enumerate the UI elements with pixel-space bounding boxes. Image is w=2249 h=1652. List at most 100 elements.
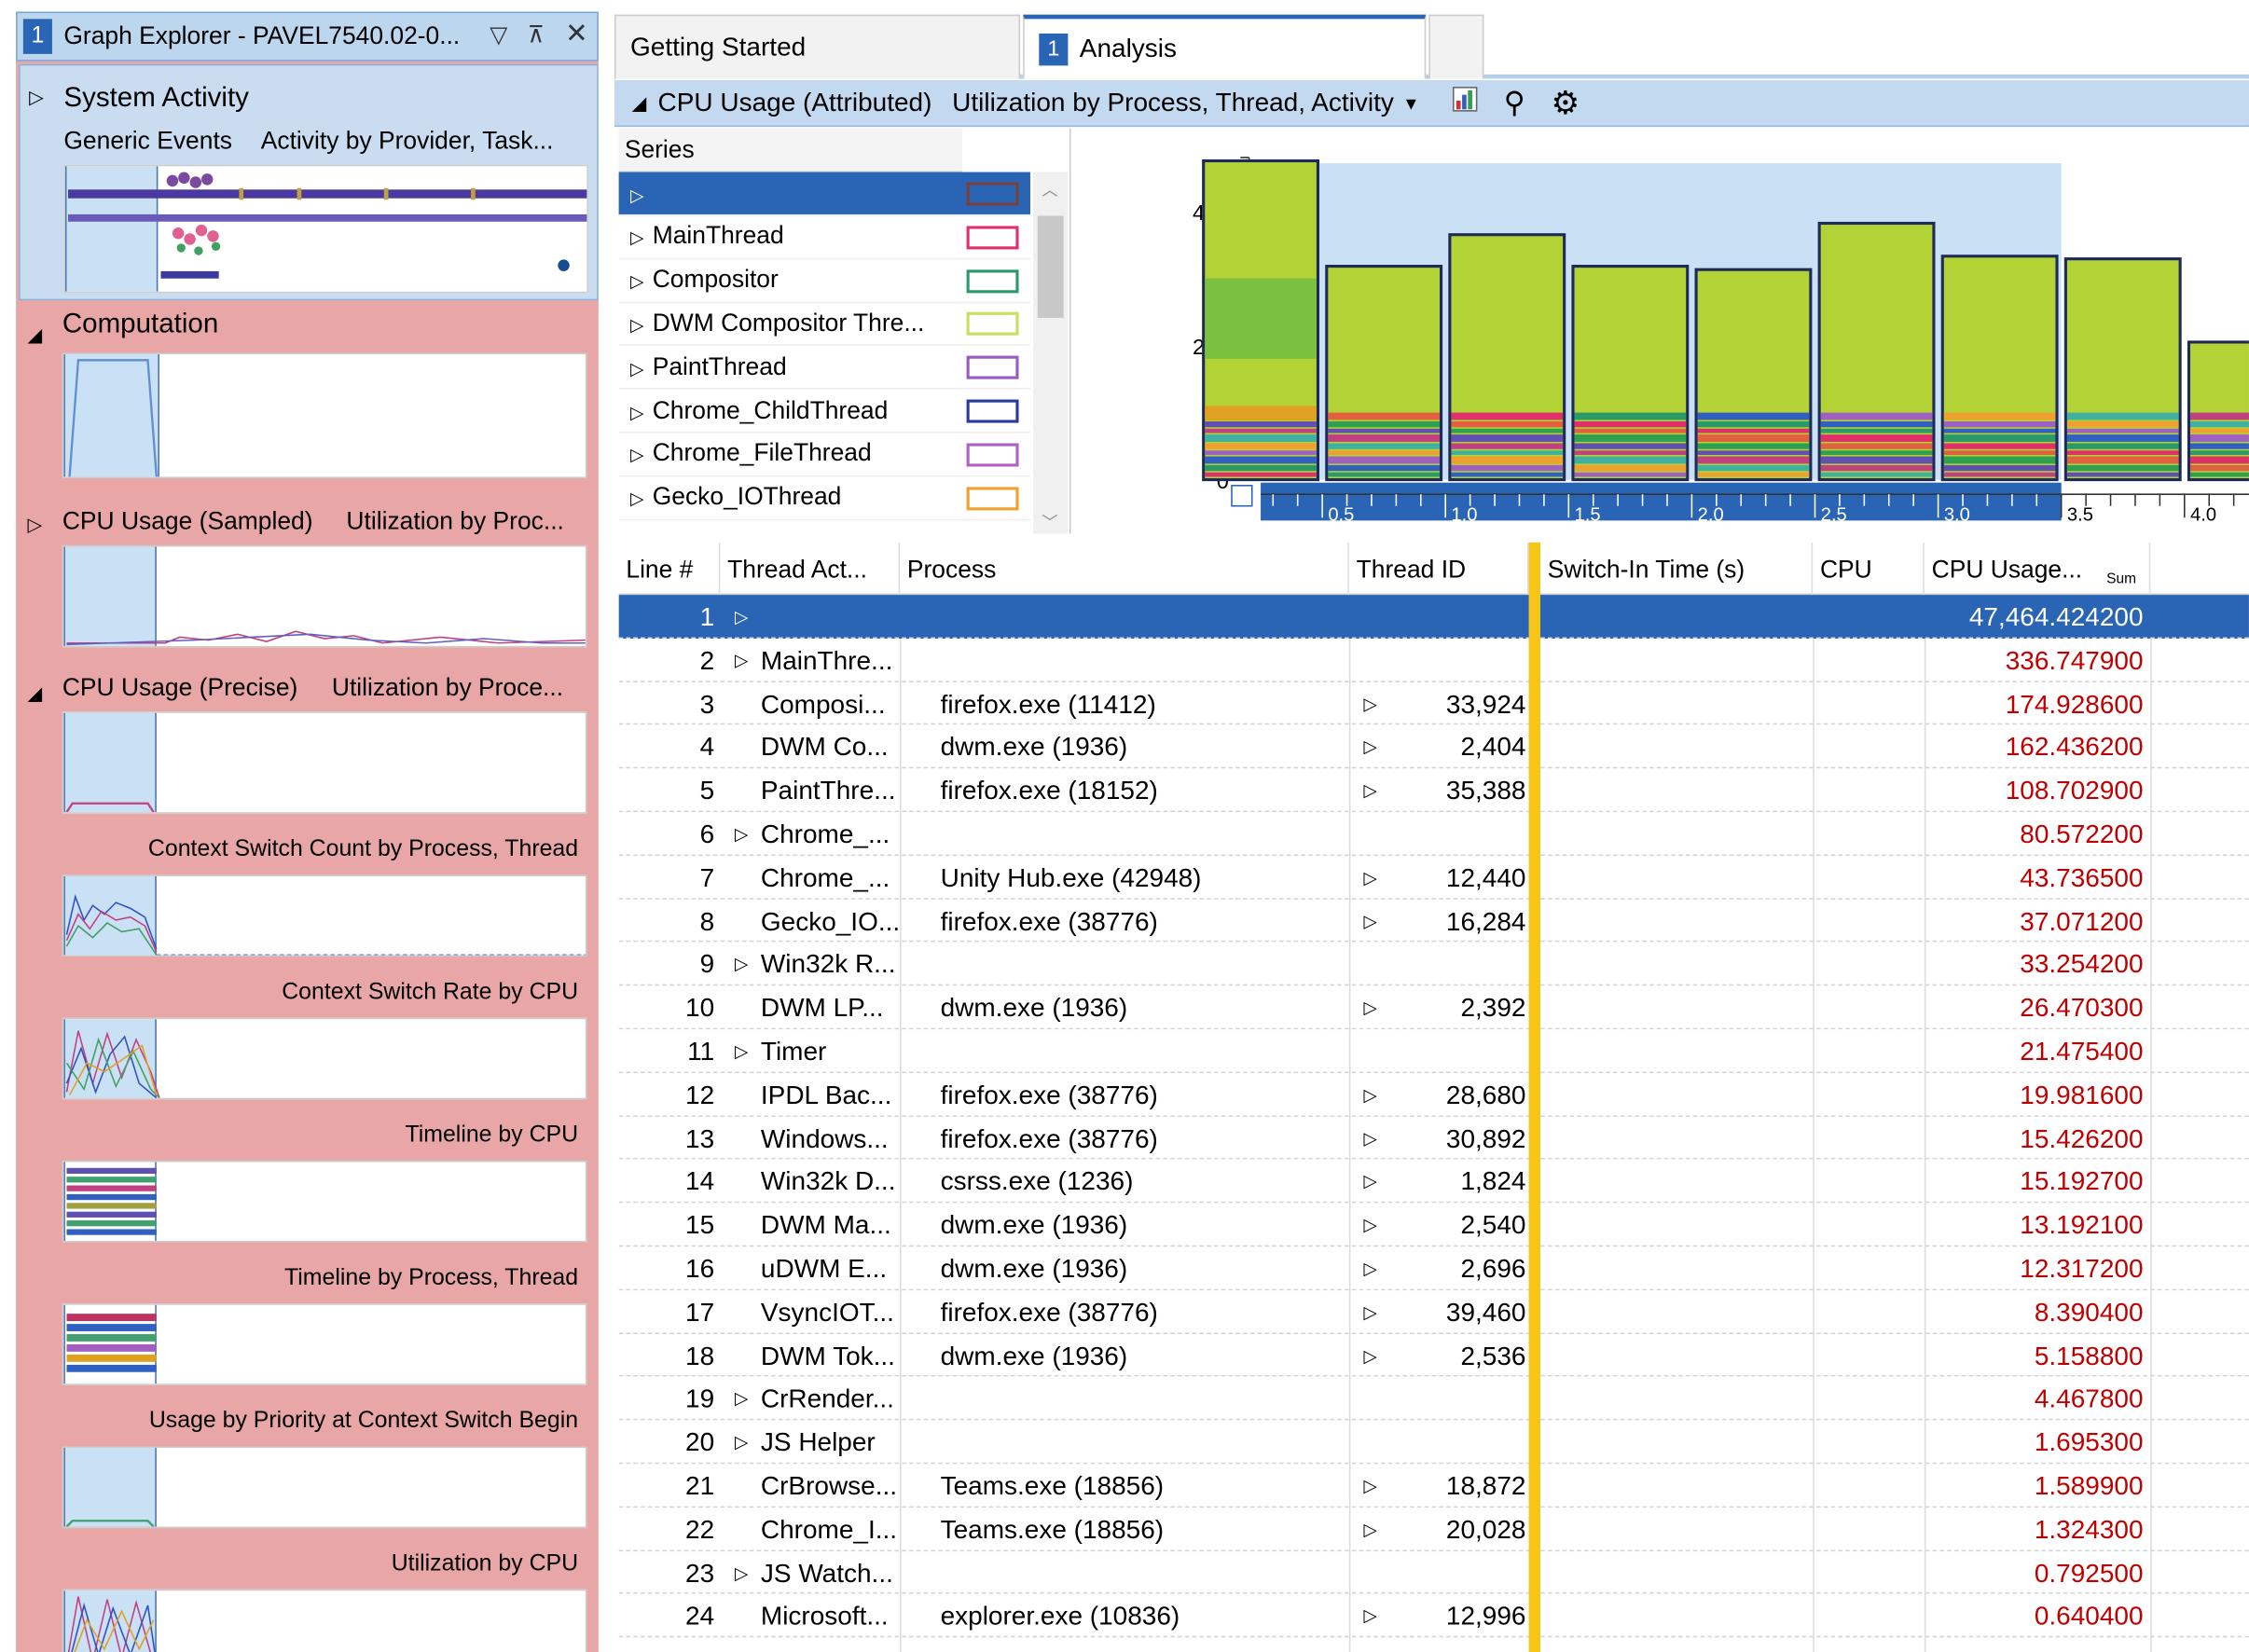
table-row[interactable]: 17 VsyncIOT... firefox.exe (38776) ▷ 39,460 8…	[618, 1290, 2249, 1334]
table-row[interactable]: 9 ▷ Win32k R... 33.254200	[618, 943, 2249, 986]
table-row[interactable]: 16 uDWM E... dwm.exe (1936) ▷ 2,696 12.317200	[618, 1246, 2249, 1290]
expand-triangle-icon[interactable]: ▷	[734, 1040, 749, 1062]
table-row[interactable]: 21 CrBrowse... Teams.exe (18856) ▷ 18,872 1.5…	[618, 1464, 2249, 1507]
table-row[interactable]: 4 DWM Co... dwm.exe (1936) ▷ 2,404 162.436200	[618, 725, 2249, 769]
timeline-by-process-thread-thumbnail[interactable]	[62, 1303, 587, 1385]
bar[interactable]	[1694, 268, 1813, 482]
column-header-thread-id[interactable]: Thread ID	[1349, 542, 1529, 596]
series-color-swatch[interactable]	[966, 399, 1019, 423]
table-row[interactable]: 22 Chrome_I... Teams.exe (18856) ▷ 20,028 1.3…	[618, 1507, 2249, 1551]
series-item[interactable]: ▷ PaintThread	[618, 346, 1030, 390]
expand-triangle-icon[interactable]: ▷	[734, 650, 749, 671]
expand-triangle-icon[interactable]: ▷	[1363, 910, 1377, 931]
context-switch-rate-thumbnail[interactable]	[62, 1017, 587, 1100]
table-row[interactable]: 18 DWM Tok... dwm.exe (1936) ▷ 2,536 5.158800	[618, 1333, 2249, 1378]
series-item[interactable]: ▷ Gecko_IOThread	[618, 476, 1030, 520]
expand-triangle-icon[interactable]: ▷	[630, 445, 644, 466]
table-row[interactable]: 7 Chrome_... Unity Hub.exe (42948) ▷ 12,440 4…	[618, 856, 2249, 900]
system-activity-group[interactable]: ▷ System Activity Generic Events Activit…	[19, 63, 599, 301]
table-row[interactable]: 11 ▷ Timer 21.475400	[618, 1029, 2249, 1073]
graph-name[interactable]: CPU Usage (Attributed)	[657, 87, 932, 117]
collapse-triangle-icon[interactable]: ◢	[27, 681, 43, 705]
generic-events-thumbnail[interactable]	[63, 164, 588, 294]
chevron-down-icon[interactable]: ▼	[1402, 92, 1420, 114]
gear-icon[interactable]: ⚙	[1551, 83, 1580, 121]
series-item[interactable]: ▷ Compositor	[618, 259, 1030, 303]
search-icon[interactable]: ⚲	[1503, 87, 1525, 120]
usage-by-priority-thumbnail[interactable]	[62, 1446, 587, 1529]
table-row[interactable]: 5 PaintThre... firefox.exe (18152) ▷ 35,388 1…	[618, 769, 2249, 813]
expand-triangle-icon[interactable]: ▷	[1363, 1171, 1377, 1192]
table-row[interactable]: 10 DWM LP... dwm.exe (1936) ▷ 2,392 26.470300	[618, 986, 2249, 1030]
table-row[interactable]: 3 Composi... firefox.exe (11412) ▷ 33,924 174…	[618, 681, 2249, 725]
context-switch-count-thumbnail[interactable]	[62, 874, 587, 957]
expand-triangle-icon[interactable]: ▷	[1363, 737, 1377, 758]
bar[interactable]	[1940, 255, 2059, 482]
graph-label-timeline-by-cpu[interactable]: Timeline by CPU	[405, 1122, 579, 1148]
tab-analysis[interactable]: 1 Analysis	[1023, 14, 1427, 79]
table-row[interactable]: 8 Gecko_IO... firefox.exe (38776) ▷ 16,284 37…	[618, 899, 2249, 943]
bar[interactable]	[1571, 265, 1690, 482]
series-item[interactable]: ▷ MainThread	[618, 215, 1030, 260]
expand-triangle-icon[interactable]: ▷	[1363, 1475, 1377, 1496]
expand-triangle-icon[interactable]: ▷	[1363, 780, 1377, 801]
expand-triangle-icon[interactable]: ▷	[734, 1432, 749, 1453]
pin-icon[interactable]: ⊼	[527, 23, 545, 48]
expand-triangle-icon[interactable]: ▷	[630, 184, 644, 205]
tab-new[interactable]	[1428, 14, 1484, 79]
series-item[interactable]: ▷ Chrome_FileThread	[618, 433, 1030, 477]
table-row[interactable]: 23 ▷ JS Watch... 0.792500	[618, 1550, 2249, 1595]
preset-selector[interactable]: Utilization by Process, Thread, Activity	[952, 87, 1394, 117]
table-row[interactable]: 19 ▷ CrRender... 4.467800	[618, 1377, 2249, 1421]
graph-label-utilization-by-cpu[interactable]: Utilization by CPU	[391, 1551, 579, 1576]
bar[interactable]	[2063, 257, 2182, 482]
table-row[interactable]: 24 Microsoft... explorer.exe (10836) ▷ 12,99…	[618, 1594, 2249, 1638]
table-row[interactable]: 20 ▷ JS Helper 1.695300	[618, 1421, 2249, 1465]
graph-label-usage-by-priority[interactable]: Usage by Priority at Context Switch Begi…	[148, 1408, 579, 1434]
expand-triangle-icon[interactable]: ▷	[1363, 1127, 1377, 1149]
scrollbar-thumb[interactable]	[1037, 215, 1064, 318]
expand-triangle-icon[interactable]: ▷	[630, 489, 644, 509]
cpu-sampled-thumbnail[interactable]	[62, 544, 587, 648]
computation-thumbnail[interactable]	[62, 352, 587, 478]
column-header-line[interactable]: Line #	[619, 542, 721, 596]
series-color-swatch[interactable]	[966, 355, 1019, 379]
expand-triangle-icon[interactable]: ▷	[734, 1388, 749, 1410]
cpu-precise-thumbnail[interactable]	[62, 711, 587, 814]
expand-triangle-icon[interactable]: ▷	[1363, 693, 1377, 714]
bar[interactable]	[1325, 265, 1443, 482]
tab-getting-started[interactable]: Getting Started	[614, 14, 1021, 79]
close-icon[interactable]: ✕	[565, 19, 588, 50]
series-color-swatch[interactable]	[966, 268, 1019, 293]
scroll-up-icon[interactable]: ︿	[1042, 182, 1058, 200]
bar[interactable]	[1448, 233, 1566, 482]
expand-triangle-icon[interactable]: ▷	[630, 314, 644, 336]
series-color-swatch[interactable]	[966, 182, 1019, 206]
series-item[interactable]: ▷ Chrome_ChildThread	[618, 390, 1030, 434]
table-row[interactable]: 1 ▷ 47,464.424200	[618, 595, 2249, 639]
collapse-triangle-icon[interactable]: ◢	[27, 324, 43, 346]
series-item[interactable]: ▷	[618, 172, 1030, 216]
expand-triangle-icon[interactable]: ▷	[1363, 1084, 1377, 1106]
cpu-usage-chart[interactable]: 02004000.51.01.52.02.53.03.54.0	[1079, 128, 2249, 534]
expand-triangle-icon[interactable]: ▷	[29, 86, 44, 108]
expand-triangle-icon[interactable]: ▷	[1363, 1519, 1377, 1540]
expand-triangle-icon[interactable]: ▷	[734, 606, 749, 627]
table-row[interactable]: 15 DWM Ma... dwm.exe (1936) ▷ 2,540 13.192100	[618, 1204, 2249, 1247]
expand-triangle-icon[interactable]: ▷	[630, 227, 644, 249]
graph-label-context-switch-count[interactable]: Context Switch Count by Process, Thread	[147, 836, 579, 862]
expand-triangle-icon[interactable]: ▷	[1363, 1215, 1377, 1236]
bar[interactable]	[1817, 221, 1936, 482]
expand-triangle-icon[interactable]: ▷	[27, 513, 43, 535]
column-header-switch-in-time[interactable]: Switch-In Time (s)	[1540, 542, 1814, 596]
series-color-swatch[interactable]	[966, 486, 1019, 510]
table-row[interactable]: 6 ▷ Chrome_... 80.572200	[618, 812, 2249, 856]
expand-triangle-icon[interactable]: ▷	[734, 1562, 749, 1583]
table-row[interactable]: 14 Win32k D... csrss.exe (1236) ▷ 1,824 15.19…	[618, 1160, 2249, 1204]
dropdown-icon[interactable]: ▽	[490, 23, 508, 48]
series-color-swatch[interactable]	[966, 443, 1019, 467]
expand-triangle-icon[interactable]: ▷	[1363, 1258, 1377, 1279]
timeline-by-cpu-thumbnail[interactable]	[62, 1160, 587, 1243]
series-scrollbar[interactable]: ︿ ﹀	[1033, 172, 1069, 534]
column-header-thread-activity[interactable]: Thread Act...	[720, 542, 901, 596]
